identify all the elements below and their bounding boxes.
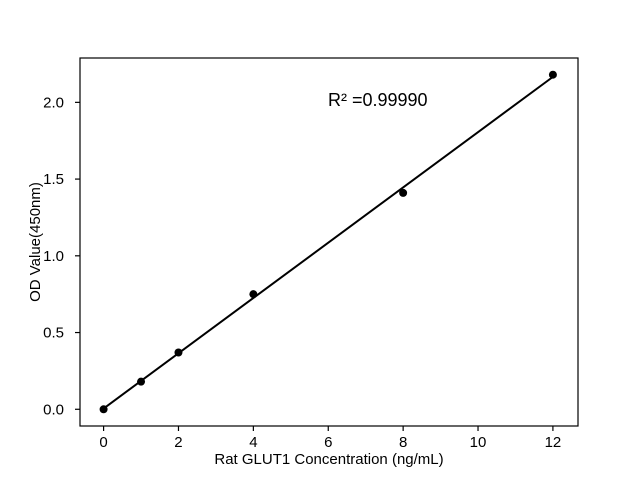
x-axis-label: Rat GLUT1 Concentration (ng/mL): [214, 451, 443, 468]
y-tick-label: 1.0: [43, 248, 64, 265]
data-point: [249, 290, 258, 299]
data-series: [99, 70, 557, 414]
data-point: [137, 377, 146, 386]
y-tick-label: 0.0: [43, 401, 64, 418]
y-axis-label: OD Value(450nm): [27, 182, 44, 302]
x-tick-label: 12: [545, 434, 562, 451]
data-point: [174, 348, 183, 357]
y-tick-label: 1.5: [43, 171, 64, 188]
x-tick-label: 4: [249, 434, 257, 451]
x-tick-label: 0: [99, 434, 107, 451]
data-point: [99, 405, 108, 414]
r-squared-annotation: R² =0.99990: [328, 90, 428, 110]
x-tick-label: 2: [174, 434, 182, 451]
x-tick-label: 8: [399, 434, 407, 451]
x-tick-label: 10: [470, 434, 487, 451]
data-point: [399, 188, 408, 197]
y-tick-label: 2.0: [43, 94, 64, 111]
x-tick-label: 6: [324, 434, 332, 451]
y-axis-ticks: 0.0 0.5 1.0 1.5 2.0: [43, 94, 80, 418]
plot-frame: [79, 57, 579, 427]
data-point: [548, 70, 557, 79]
x-axis-ticks: 0 2 4 6 8 10 12: [99, 426, 561, 451]
y-tick-label: 0.5: [43, 325, 64, 342]
